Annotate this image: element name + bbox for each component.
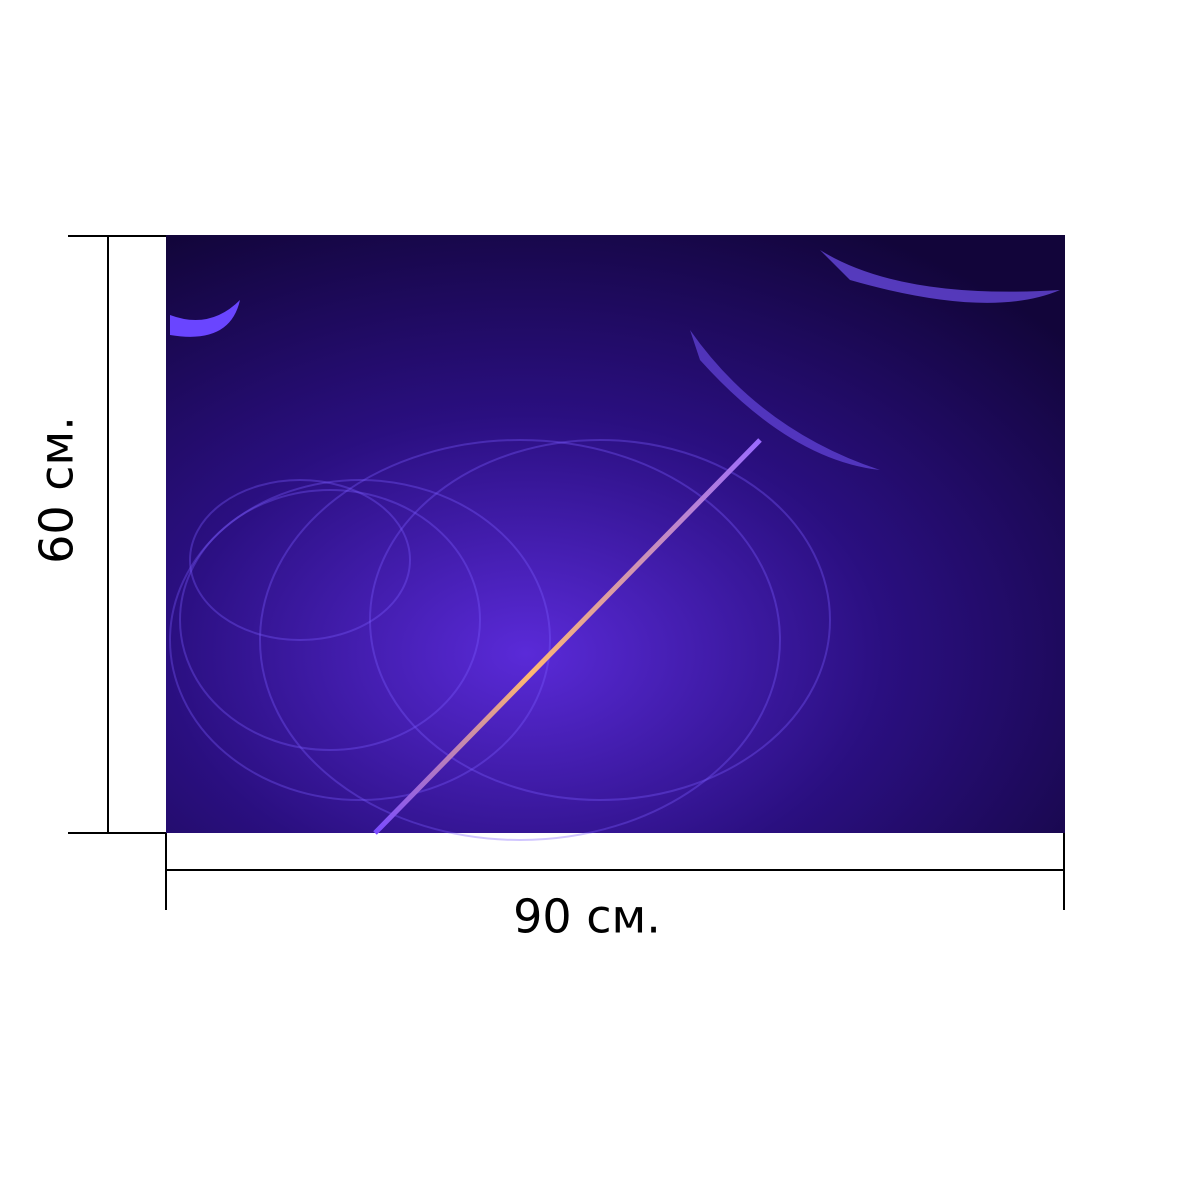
height-label: 60 см.: [30, 416, 84, 564]
width-label: 90 см.: [513, 890, 661, 944]
dimension-lines: [68, 235, 1065, 910]
product-image: [166, 235, 1065, 841]
